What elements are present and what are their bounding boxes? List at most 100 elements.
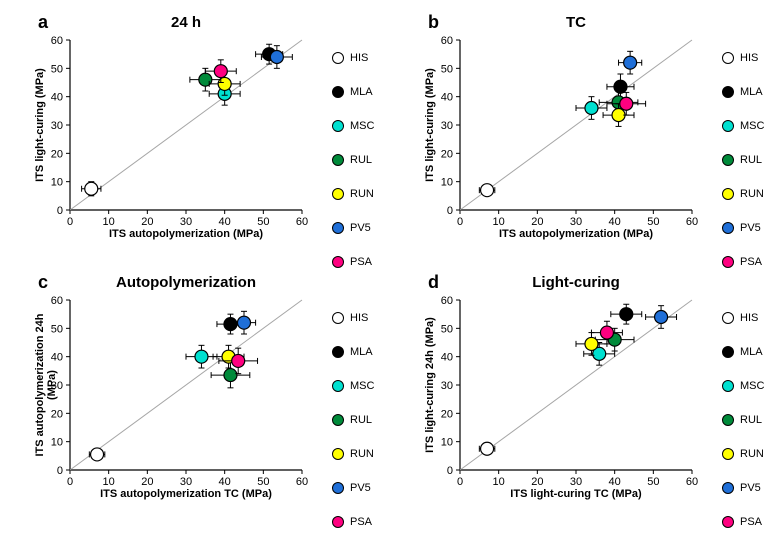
svg-text:50: 50	[441, 63, 453, 75]
point-d-PSA	[600, 326, 613, 339]
svg-text:40: 40	[51, 352, 63, 364]
legend-label-PSA: PSA	[350, 516, 372, 528]
legend-label-RUN: RUN	[350, 448, 374, 460]
point-a-PSA	[214, 65, 227, 78]
legend-item-MLA: MLA	[332, 340, 374, 364]
legend-label-PSA: PSA	[740, 516, 762, 528]
panel-title-b: TC	[460, 14, 692, 31]
svg-text:40: 40	[51, 92, 63, 104]
legend-swatch-RUN	[722, 188, 734, 200]
point-c-RUL	[224, 369, 237, 382]
legend-label-PV5: PV5	[350, 222, 371, 234]
legend-swatch-RUL	[332, 154, 344, 166]
svg-text:10: 10	[441, 177, 453, 189]
legend-item-RUL: RUL	[722, 408, 764, 432]
svg-text:0: 0	[67, 476, 73, 488]
svg-text:0: 0	[457, 476, 463, 488]
legend-label-MSC: MSC	[350, 120, 374, 132]
legend-swatch-PV5	[722, 222, 734, 234]
legend-label-RUN: RUN	[740, 188, 764, 200]
svg-text:10: 10	[441, 437, 453, 449]
svg-text:30: 30	[441, 120, 453, 132]
panel-label-b: b	[428, 12, 439, 33]
legend-label-HIS: HIS	[740, 312, 758, 324]
svg-text:0: 0	[57, 465, 63, 477]
legend-item-PV5: PV5	[332, 476, 374, 500]
legend-swatch-PSA	[332, 256, 344, 268]
legend-label-RUL: RUL	[350, 154, 372, 166]
svg-text:20: 20	[441, 408, 453, 420]
legend-item-RUN: RUN	[722, 182, 764, 206]
svg-text:0: 0	[67, 216, 73, 228]
legend-item-HIS: HIS	[332, 46, 374, 70]
legend-item-MSC: MSC	[722, 374, 764, 398]
panel-label-d: d	[428, 272, 439, 293]
svg-text:20: 20	[51, 408, 63, 420]
legend-label-HIS: HIS	[350, 52, 368, 64]
svg-text:30: 30	[570, 216, 582, 228]
svg-text:60: 60	[51, 295, 63, 307]
legend-label-RUL: RUL	[740, 154, 762, 166]
svg-text:10: 10	[51, 437, 63, 449]
svg-text:40: 40	[219, 476, 231, 488]
svg-text:30: 30	[570, 476, 582, 488]
legend-item-MSC: MSC	[332, 114, 374, 138]
point-d-RUN	[585, 337, 598, 350]
legend-item-PV5: PV5	[332, 216, 374, 240]
legend-label-MSC: MSC	[740, 120, 764, 132]
legend-swatch-RUL	[722, 414, 734, 426]
svg-text:50: 50	[647, 216, 659, 228]
svg-text:0: 0	[457, 216, 463, 228]
legend-label-MLA: MLA	[350, 86, 373, 98]
legend-swatch-PV5	[332, 222, 344, 234]
svg-text:60: 60	[296, 476, 308, 488]
legend-swatch-PSA	[722, 516, 734, 528]
legend-swatch-MSC	[722, 120, 734, 132]
legend-swatch-MSC	[332, 380, 344, 392]
svg-text:30: 30	[441, 380, 453, 392]
legend-label-RUL: RUL	[350, 414, 372, 426]
svg-text:40: 40	[609, 476, 621, 488]
legend-swatch-RUN	[332, 188, 344, 200]
legend-label-PV5: PV5	[740, 482, 761, 494]
point-d-PV5	[655, 311, 668, 324]
svg-text:40: 40	[441, 352, 453, 364]
legend-label-RUN: RUN	[350, 188, 374, 200]
legend-item-MLA: MLA	[722, 80, 764, 104]
svg-text:20: 20	[51, 148, 63, 160]
legend-item-MSC: MSC	[332, 374, 374, 398]
legend-label-MLA: MLA	[350, 346, 373, 358]
legend-label-MSC: MSC	[350, 380, 374, 392]
y-axis-title-a: ITS light-curing (MPa)	[34, 40, 46, 210]
legend-swatch-RUN	[332, 448, 344, 460]
legend-item-PSA: PSA	[722, 250, 764, 274]
svg-text:50: 50	[647, 476, 659, 488]
plot-a: 00101020203030404050506060	[70, 40, 302, 210]
svg-text:10: 10	[103, 216, 115, 228]
legend-swatch-HIS	[722, 52, 734, 64]
svg-text:10: 10	[103, 476, 115, 488]
point-c-MLA	[224, 318, 237, 331]
legend-b: HISMLAMSCRULRUNPV5PSA	[722, 46, 764, 274]
svg-text:50: 50	[51, 63, 63, 75]
svg-text:20: 20	[141, 216, 153, 228]
legend-item-PV5: PV5	[722, 216, 764, 240]
point-b-RUN	[612, 109, 625, 122]
svg-text:60: 60	[686, 476, 698, 488]
panel-d: dLight-curingITS light-curing TC (MPa)IT…	[460, 300, 692, 470]
svg-text:60: 60	[441, 35, 453, 47]
legend-label-PSA: PSA	[350, 256, 372, 268]
legend-label-PV5: PV5	[350, 482, 371, 494]
x-axis-title-b: ITS autopolymerization (MPa)	[460, 228, 692, 240]
panel-a: a24 hITS autopolymerization (MPa)ITS lig…	[70, 40, 302, 210]
svg-text:20: 20	[531, 476, 543, 488]
legend-swatch-HIS	[722, 312, 734, 324]
svg-text:30: 30	[180, 476, 192, 488]
svg-text:50: 50	[51, 323, 63, 335]
legend-item-MLA: MLA	[722, 340, 764, 364]
svg-text:60: 60	[296, 216, 308, 228]
legend-swatch-RUN	[722, 448, 734, 460]
panel-b: bTCITS autopolymerization (MPa)ITS light…	[460, 40, 692, 210]
point-b-HIS	[481, 184, 494, 197]
legend-label-HIS: HIS	[350, 312, 368, 324]
